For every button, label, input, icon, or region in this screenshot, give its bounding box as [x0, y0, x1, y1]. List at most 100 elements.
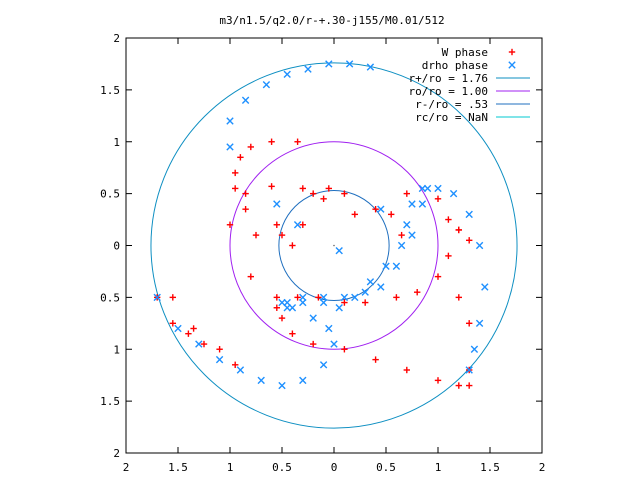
series-0-point-14: [294, 138, 301, 145]
series-1-point-48: [304, 65, 312, 73]
series-0-point-3: [200, 340, 208, 348]
series-1-point-35: [319, 293, 328, 302]
series-0-point-42: [388, 211, 395, 218]
series-1-point-33: [283, 304, 291, 312]
circle-2: [278, 190, 390, 301]
series-0-point-2: [185, 330, 192, 337]
series-0-point-33: [466, 382, 473, 389]
series-1-point-40: [408, 231, 416, 239]
series-1-point-2: [195, 340, 203, 348]
series-1-point-22: [408, 200, 416, 208]
series-1-point-19: [382, 262, 390, 270]
series-0-point-58: [310, 190, 317, 197]
x-tick-label-6: 1: [435, 461, 442, 474]
series-0-point-45: [294, 294, 301, 301]
series-0-point-6: [247, 273, 254, 280]
y-tick-label-0: 2: [113, 32, 120, 45]
series-0-point-41: [372, 205, 379, 213]
x-tick-label-8: 2: [539, 461, 546, 474]
circle-0: [150, 62, 518, 429]
ticks-layer: 2 1.5 1 0.5 0 0.5 1 1.5 221.510.500.511.52: [100, 32, 545, 474]
series-0-point-46: [315, 294, 322, 301]
series-0-point-56: [289, 242, 296, 249]
x-tick-label-5: 0.5: [376, 461, 396, 474]
legend-label-series-1: drho phase: [422, 59, 488, 72]
series-1-point-0: [153, 293, 161, 302]
series-0-point-51: [434, 273, 442, 280]
series-1-point-11: [309, 314, 317, 322]
points-layer: [153, 60, 489, 390]
series-0-point-55: [278, 231, 286, 239]
series-0-point-39: [320, 195, 327, 203]
series-1-point-10: [325, 324, 333, 333]
series-1-point-42: [423, 184, 432, 193]
series-1-point-36: [340, 293, 349, 302]
legend-label-circle-0: r+/ro = 1.76: [409, 72, 488, 85]
series-0-point-47: [341, 299, 348, 306]
series-0-point-10: [232, 169, 239, 177]
series-1-point-28: [481, 283, 489, 291]
series-1-point-44: [226, 117, 234, 125]
series-1-point-41: [418, 200, 427, 208]
series-0-point-1: [169, 320, 176, 327]
series-1-point-6: [278, 381, 286, 390]
series-0-point-24: [273, 304, 280, 311]
y-tick-label-2: 1: [113, 136, 120, 149]
series-1-point-50: [345, 60, 354, 68]
series-1-point-49: [325, 60, 333, 68]
series-1-point-29: [475, 319, 484, 328]
series-0-point-23: [466, 320, 473, 327]
series-0-point-25: [278, 314, 286, 322]
series-1-point-25: [449, 189, 458, 198]
series-1-point-24: [434, 184, 442, 193]
x-tick-label-1: 1.5: [168, 461, 188, 474]
series-1-point-26: [465, 210, 473, 219]
series-0-point-38: [299, 185, 306, 192]
origin-dot: [333, 244, 335, 247]
series-1-point-38: [377, 283, 385, 291]
legend-marker-series-1: [508, 61, 516, 69]
series-1-point-55: [377, 205, 385, 213]
series-1-point-52: [273, 200, 281, 208]
series-0-point-53: [190, 325, 197, 332]
legend-label-circle-2: r-/ro = .53: [415, 98, 488, 111]
series-1-point-46: [262, 80, 271, 89]
series-0-point-37: [268, 183, 275, 190]
series-1-point-53: [293, 221, 302, 229]
y-tick-label-8: 2: [113, 447, 120, 460]
series-1-point-30: [470, 345, 479, 353]
series-0-point-57: [299, 221, 306, 228]
legend-label-series-0: W phase: [442, 46, 488, 59]
series-0-point-54: [273, 221, 280, 228]
series-0-point-32: [455, 382, 462, 389]
series-1-point-17: [351, 293, 359, 302]
series-0-point-29: [372, 356, 379, 363]
series-1-point-8: [319, 361, 328, 369]
series-0-point-36: [242, 190, 249, 197]
series-1-point-4: [236, 366, 245, 374]
x-tick-label-4: 0: [331, 461, 338, 474]
series-1-point-18: [366, 278, 375, 286]
series-0-point-35: [226, 221, 234, 228]
series-0-point-50: [414, 288, 421, 296]
series-1-point-1: [174, 324, 182, 333]
series-0-point-26: [289, 330, 296, 337]
series-0-point-9: [232, 185, 239, 192]
series-0-point-18: [466, 237, 473, 244]
x-tick-label-7: 1.5: [480, 461, 500, 474]
series-0-point-7: [252, 231, 260, 239]
x-tick-label-2: 1: [227, 461, 234, 474]
series-0-point-43: [398, 231, 405, 239]
series-1-point-21: [403, 221, 411, 229]
series-0-point-60: [341, 190, 348, 197]
series-0-point-5: [232, 361, 239, 369]
series-1-point-5: [257, 376, 265, 385]
series-0-point-12: [247, 143, 254, 151]
series-1-point-54: [335, 246, 343, 255]
series-1-point-9: [330, 340, 338, 348]
series-0-point-13: [268, 138, 275, 145]
series-0-point-16: [434, 195, 442, 203]
legend-label-circle-1: ro/ro = 1.00: [409, 85, 488, 98]
series-0-point-20: [445, 216, 452, 223]
